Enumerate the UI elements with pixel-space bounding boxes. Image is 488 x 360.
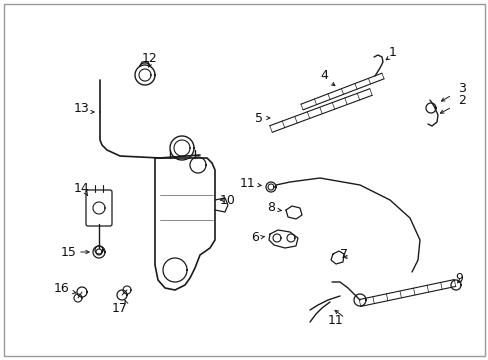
Text: 6: 6 [251,230,259,243]
Text: 14: 14 [74,181,90,194]
Text: 5: 5 [254,112,263,125]
Text: 2: 2 [457,94,465,107]
Text: 11: 11 [239,176,254,189]
Text: 13: 13 [74,102,90,114]
Text: 10: 10 [220,194,235,207]
Text: 9: 9 [454,271,462,284]
Text: 8: 8 [266,201,274,213]
Text: 1: 1 [388,45,396,59]
Text: 15: 15 [61,246,77,258]
Text: 17: 17 [112,302,128,315]
Text: 7: 7 [339,248,347,261]
FancyBboxPatch shape [86,190,112,226]
Text: 3: 3 [457,81,465,95]
Text: 16: 16 [54,282,70,294]
Text: 4: 4 [320,68,327,81]
Text: 12: 12 [142,51,158,64]
Text: 11: 11 [326,314,342,327]
